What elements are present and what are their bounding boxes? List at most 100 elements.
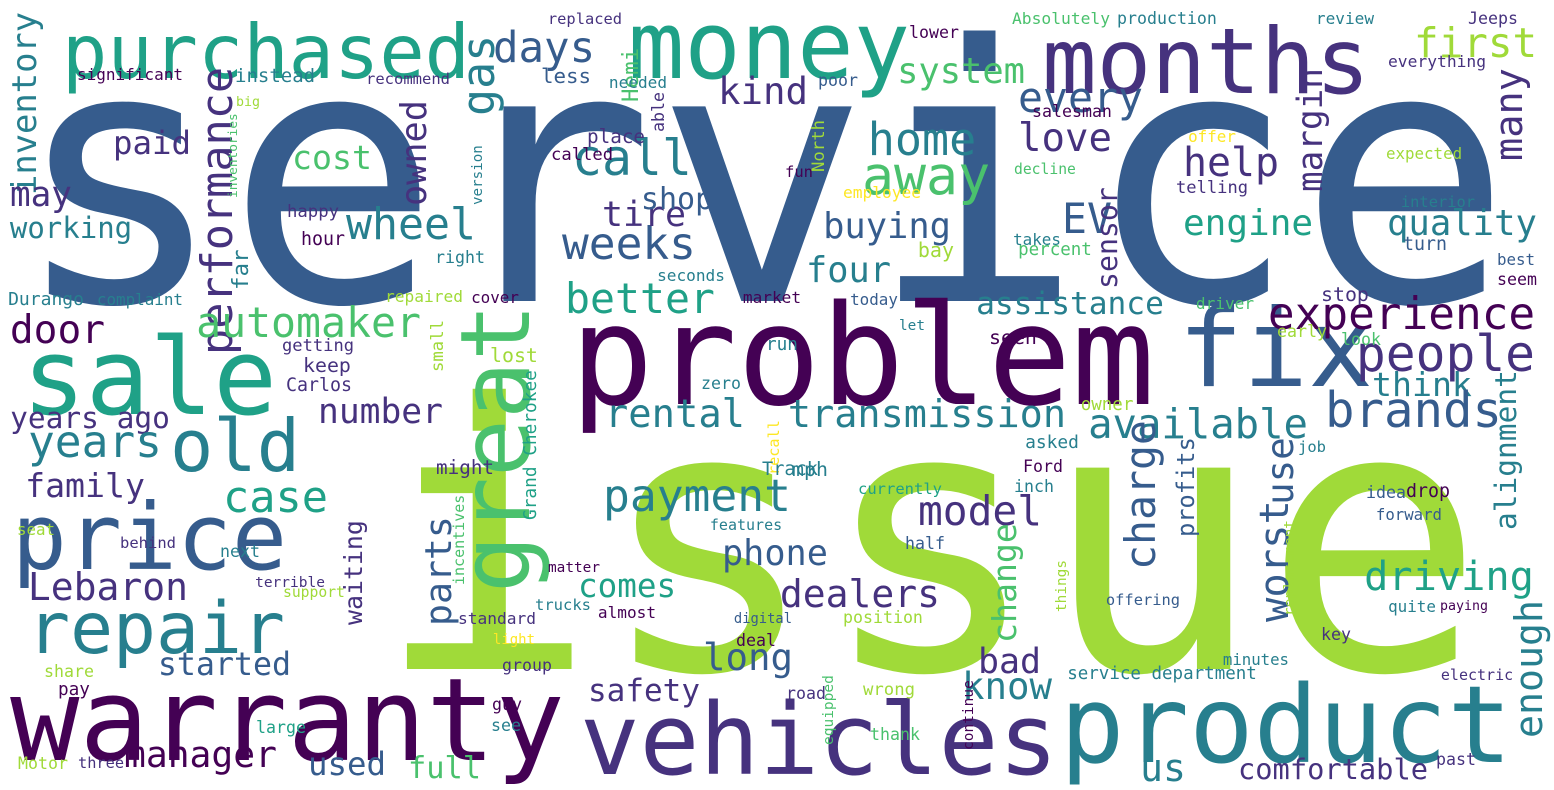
cloud-word: zero [701, 373, 741, 393]
cloud-word: Lebaron [27, 565, 189, 609]
cloud-word: quality [1387, 203, 1537, 245]
cloud-word: sale [22, 315, 278, 439]
cloud-word: share [44, 661, 94, 681]
cloud-word: service [11, 0, 1513, 385]
cloud-word: seconds [657, 266, 725, 285]
cloud-word: things [1053, 560, 1070, 612]
cloud-word: salesman [1032, 101, 1112, 121]
cloud-word: takes [1013, 230, 1061, 249]
cloud-word: people [1355, 324, 1536, 383]
cloud-word: days [493, 23, 596, 73]
cloud-word: rental [604, 391, 746, 437]
cloud-word: bad [978, 641, 1042, 682]
cloud-word: replacement [1281, 519, 1298, 616]
cloud-word: driving [1364, 553, 1534, 601]
cloud-word: offer [1188, 127, 1236, 146]
cloud-word: best [1497, 250, 1536, 270]
cloud-word: support [283, 583, 345, 601]
cloud-word: let [899, 317, 925, 334]
cloud-word: months [1042, 9, 1370, 115]
cloud-word: margin [1290, 68, 1331, 192]
cloud-word: getting [282, 335, 355, 356]
cloud-word: door [9, 307, 106, 354]
cloud-word: profits [1172, 437, 1201, 537]
cloud-word: experience [1267, 288, 1536, 340]
cloud-word: buying [823, 205, 951, 247]
cloud-word: light [492, 632, 536, 648]
cloud-word: phone [722, 533, 828, 575]
cloud-word: large [256, 717, 306, 737]
cloud-word: cover [471, 288, 519, 307]
cloud-word: small [428, 319, 449, 372]
cloud-word: bay [917, 238, 955, 262]
cloud-word: seat [17, 520, 56, 540]
cloud-word: continue [960, 680, 977, 750]
cloud-word: better [565, 274, 715, 324]
cloud-word: key [1321, 624, 1351, 644]
cloud-word: market [742, 288, 802, 307]
cloud-word: employee [843, 182, 921, 202]
cloud-word: past [1436, 749, 1476, 769]
cloud-word: today [850, 290, 898, 309]
cloud-word: instead [235, 64, 316, 87]
cloud-word: able [648, 92, 668, 132]
cloud-word: sensor [1090, 187, 1124, 289]
cloud-word: safety [588, 672, 700, 709]
cloud-word: vehicles [579, 682, 1059, 790]
cloud-word: see [491, 715, 521, 735]
cloud-word: alignment [1489, 370, 1524, 530]
cloud-word: purchased [62, 8, 470, 97]
cloud-word: far [227, 249, 254, 291]
cloud-word: shop [640, 182, 714, 217]
cloud-word: half [905, 533, 945, 553]
cloud-word: price [11, 484, 287, 592]
cloud-word: first [1414, 18, 1538, 67]
cloud-word: place [587, 125, 646, 149]
cloud-word: seem [1497, 269, 1537, 289]
cloud-word: turn [1403, 233, 1448, 255]
cloud-word: model [918, 486, 1042, 535]
cloud-word: waiting [339, 520, 368, 625]
cloud-word: big [236, 95, 261, 111]
cloud-word: brands [1325, 381, 1503, 439]
cloud-word: production [1117, 8, 1217, 28]
cloud-word: money [628, 0, 911, 101]
cloud-word: kind [718, 68, 809, 113]
cloud-word: Durango [8, 289, 84, 310]
cloud-word: early [1277, 321, 1327, 341]
cloud-word: minutes [1222, 650, 1290, 670]
cloud-word: position [843, 607, 923, 627]
cloud-word: Ford [1023, 456, 1063, 476]
cloud-word: charge [1115, 420, 1165, 570]
cloud-word: inventory [5, 11, 45, 196]
cloud-word: poor [818, 70, 858, 90]
cloud-word: call [572, 129, 692, 188]
cloud-word: Absolutely [1012, 8, 1111, 28]
cloud-word: pay [58, 680, 90, 701]
cloud-word: may [10, 174, 72, 215]
cloud-word: standard [458, 608, 536, 628]
cloud-word: quite [1388, 597, 1436, 616]
cloud-word: every [1018, 72, 1143, 122]
cloud-word: love [1018, 115, 1112, 161]
cloud-word: gas [451, 34, 505, 116]
cloud-word: years [28, 417, 162, 469]
cloud-word: offering [1105, 591, 1181, 610]
cloud-word: interior [1400, 193, 1476, 212]
cloud-word: hour [301, 228, 346, 250]
cloud-word: cost [292, 137, 372, 177]
cloud-word: EV [1062, 194, 1112, 244]
cloud-word: guy [492, 694, 522, 714]
cloud-word: run [766, 335, 798, 356]
cloud-word: away [862, 145, 991, 208]
cloud-word: complaint [96, 290, 183, 309]
cloud-word: engine [1183, 203, 1314, 244]
cloud-word: case [223, 472, 328, 523]
cloud-word: almost [597, 603, 657, 622]
cloud-word: us [1140, 746, 1186, 790]
cloud-word: less [541, 63, 592, 88]
cloud-word: deal [736, 630, 776, 650]
cloud-word: many [1486, 68, 1532, 161]
cloud-word: drop [1406, 480, 1451, 502]
